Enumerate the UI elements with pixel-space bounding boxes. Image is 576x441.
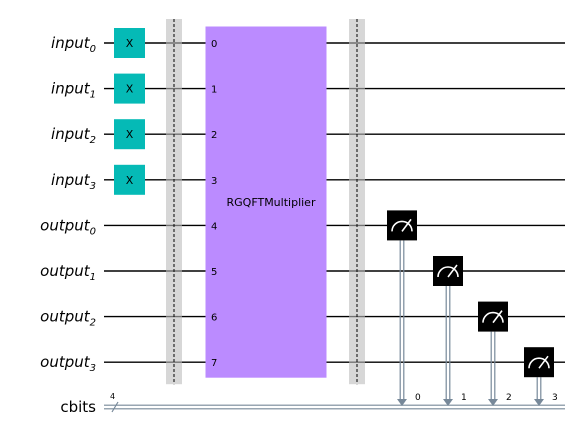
x-gate-box (114, 119, 145, 150)
measure-box (433, 256, 463, 286)
register-name: input (51, 171, 91, 189)
register-name: input (51, 34, 91, 52)
measure-3: 3 (524, 347, 558, 406)
multiplier-qubit-index-0: 0 (211, 39, 217, 50)
register-name: output (40, 262, 91, 280)
x-gate-label: X (126, 174, 134, 187)
register-index: 0 (90, 226, 96, 237)
measure-0: 0 (387, 210, 421, 406)
classical-register-label: cbits (60, 398, 96, 416)
measurements: 0 1 2 3 (387, 210, 558, 406)
multiplier-qubit-index-5: 5 (211, 267, 217, 278)
register-index: 1 (90, 90, 96, 101)
register-label-input-3: input3 (51, 171, 96, 192)
measure-arrow (397, 399, 407, 406)
x-gate-box (114, 164, 145, 195)
measure-1: 1 (433, 256, 467, 406)
meter-arc (437, 266, 459, 278)
register-label-output-1: output1 (40, 262, 96, 283)
measure-box (478, 301, 508, 332)
measure-arrow (534, 399, 544, 406)
register-index: 2 (90, 318, 96, 329)
register-index: 1 (90, 272, 96, 283)
multiplier-qubit-index-1: 1 (211, 85, 217, 96)
register-index: 0 (90, 44, 96, 55)
measure-cbit-index: 3 (552, 393, 558, 403)
meter-arc (528, 357, 550, 369)
x-gate-label: X (126, 128, 134, 141)
x-gate-input-3: X (114, 164, 145, 195)
barriers (166, 19, 365, 385)
register-name: output (40, 353, 91, 371)
register-label-input-1: input1 (51, 80, 96, 101)
measure-box (524, 347, 554, 378)
multiplier-qubit-index-7: 7 (211, 358, 217, 369)
measure-cbit-index: 2 (506, 393, 512, 403)
measure-box (387, 210, 417, 241)
bus-count: 4 (110, 392, 115, 401)
rgqft-multiplier-gate: RGQFTMultiplier 0 1 2 3 4 5 6 7 (205, 26, 327, 378)
measure-arrow (488, 399, 498, 406)
measure-arrow (443, 399, 453, 406)
x-gate-label: X (126, 83, 134, 96)
register-label-output-0: output0 (40, 216, 96, 237)
classical-wires: 4 (104, 392, 565, 413)
register-label-output-2: output2 (40, 308, 96, 329)
meter-needle (447, 264, 458, 278)
meter-needle (401, 218, 412, 232)
register-labels: input0input1input2input3output0output1ou… (40, 34, 96, 416)
register-name: input (51, 125, 91, 143)
multiplier-qubit-index-3: 3 (211, 176, 217, 187)
x-gate-input-2: X (114, 119, 145, 150)
x-gate-box (114, 28, 145, 58)
gates: X X X X RGQFTMultiplier 0 1 2 3 4 5 6 7 (114, 26, 327, 378)
measure-2: 2 (478, 301, 512, 406)
meter-arc (391, 220, 413, 232)
register-name: input (51, 80, 91, 98)
multiplier-gate-label: RGQFTMultiplier (227, 196, 316, 209)
bus-slash (111, 401, 119, 413)
register-index: 3 (90, 363, 96, 374)
register-label-output-3: output3 (40, 353, 96, 374)
meter-needle (538, 355, 549, 369)
multiplier-qubit-index-2: 2 (211, 130, 217, 141)
x-gate-box (114, 73, 145, 104)
x-gate-label: X (126, 37, 134, 50)
register-label-input-0: input0 (51, 34, 96, 55)
register-label-input-2: input2 (51, 125, 96, 146)
meter-needle (492, 310, 503, 324)
register-name: output (40, 216, 91, 234)
register-index: 3 (90, 181, 96, 192)
multiplier-gate-box (205, 26, 327, 378)
register-name: output (40, 308, 91, 326)
multiplier-qubit-index-4: 4 (211, 221, 217, 232)
meter-arc (482, 311, 504, 323)
measure-cbit-index: 0 (415, 393, 421, 403)
x-gate-input-0: X (114, 28, 145, 58)
x-gate-input-1: X (114, 73, 145, 104)
register-index: 2 (90, 135, 96, 146)
multiplier-qubit-index-6: 6 (211, 313, 217, 324)
measure-cbit-index: 1 (461, 393, 467, 403)
